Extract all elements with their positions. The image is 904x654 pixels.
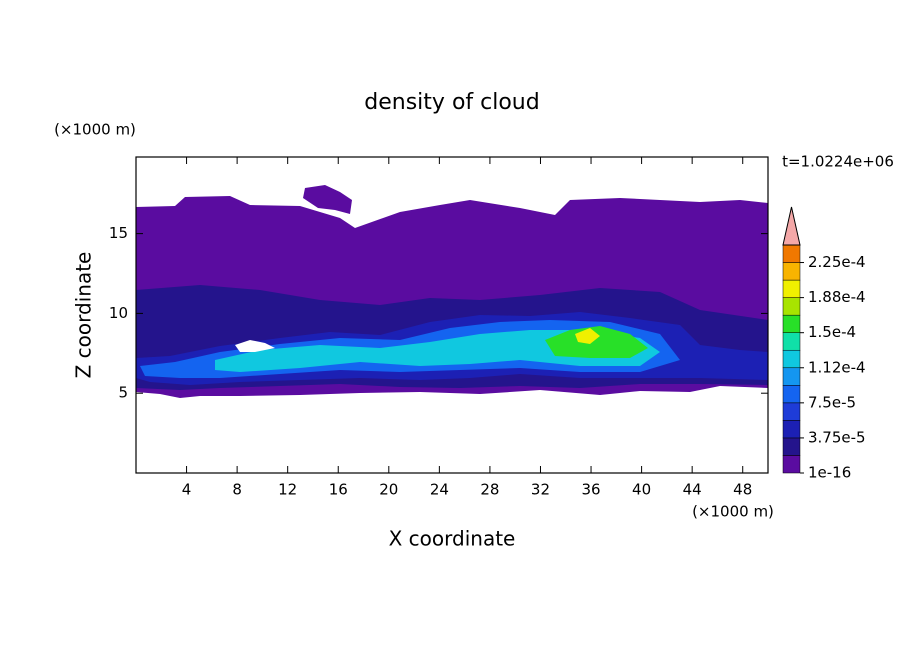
time-label: t=1.0224e+06: [782, 153, 894, 171]
colorbar-tick-label: 1e-16: [808, 464, 851, 482]
chart-title: density of cloud: [364, 90, 539, 115]
x-tick-label: 8: [232, 481, 242, 499]
x-tick-label: 48: [733, 481, 752, 499]
y-tick-label: 10: [109, 304, 128, 322]
x-tick-label: 32: [531, 481, 550, 499]
colorbar-band: [782, 297, 801, 316]
colorbar-tick-label: 1.88e-4: [808, 288, 866, 306]
y-axis-label: Z coordinate: [72, 252, 96, 379]
colorbar-band: [782, 332, 801, 351]
contour-field: [136, 185, 768, 398]
x-tick-label: 44: [683, 481, 702, 499]
colorbar-band: [782, 420, 801, 439]
x-tick-label: 20: [379, 481, 398, 499]
x-tick-label: 28: [480, 481, 499, 499]
contour-region: [235, 340, 275, 352]
x-tick-label: 12: [278, 481, 297, 499]
colorbar-tick-label: 2.25e-4: [808, 253, 866, 271]
colorbar-band: [782, 244, 801, 263]
colorbar-tick-label: 3.75e-5: [808, 428, 866, 446]
colorbar-band: [782, 367, 801, 386]
y-tick-label: 15: [109, 224, 128, 242]
y-tick-label: 5: [118, 384, 128, 402]
x-tick-label: 36: [581, 481, 600, 499]
colorbar-band: [782, 349, 801, 369]
x-tick-label: 4: [182, 481, 192, 499]
colorbar-band: [782, 262, 801, 281]
colorbar-tick-label: 7.5e-5: [808, 393, 856, 411]
x-tick-label: 16: [329, 481, 348, 499]
colorbar-band: [782, 402, 801, 421]
colorbar-band: [782, 279, 801, 298]
x-tick-label: 24: [430, 481, 449, 499]
contour-region: [545, 326, 648, 358]
y-unit: (×1000 m): [54, 121, 136, 139]
x-axis-label: X coordinate: [389, 527, 516, 551]
colorbar-band: [782, 314, 801, 333]
colorbar-extension: [782, 206, 801, 246]
x-unit: (×1000 m): [692, 503, 774, 521]
plot-frame: [135, 156, 769, 474]
colorbar-tick-label: 1.12e-4: [808, 358, 866, 376]
x-tick-label: 40: [632, 481, 651, 499]
colorbar-band: [782, 455, 801, 474]
contour-region: [575, 328, 600, 344]
colorbar-band: [782, 385, 801, 404]
contour-region: [303, 185, 352, 214]
colorbar-tick-label: 1.5e-4: [808, 323, 856, 341]
colorbar-band: [782, 437, 801, 456]
